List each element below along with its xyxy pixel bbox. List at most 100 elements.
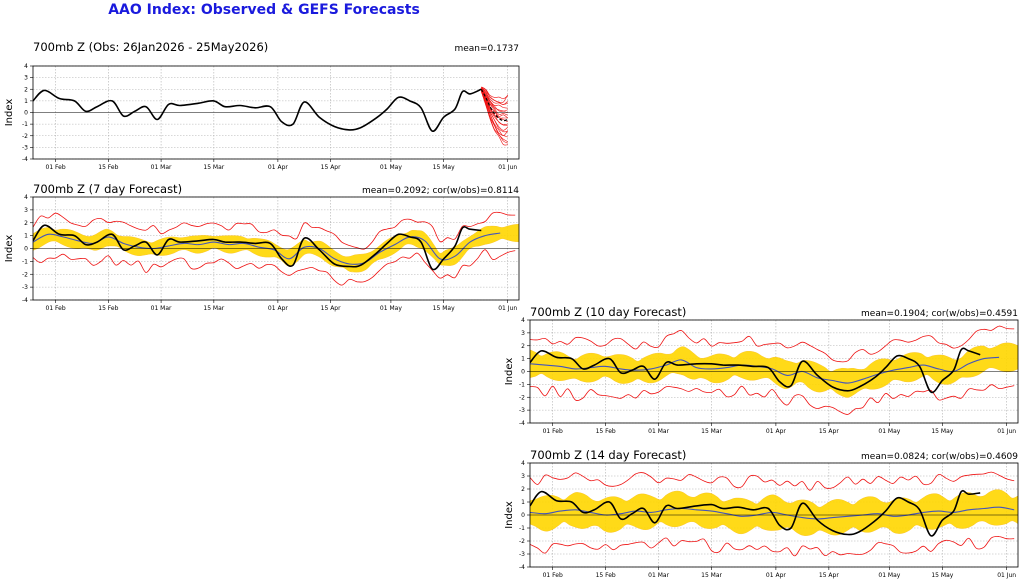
y-axis-label: Index xyxy=(504,358,515,386)
x-tick-label: 01 Jun xyxy=(997,428,1016,435)
panel-stat: mean=0.0824; cor(w/obs)=0.4609 xyxy=(861,452,1018,462)
x-tick-label: 15 Mar xyxy=(203,164,224,171)
y-tick-label: 0 xyxy=(24,246,28,253)
x-tick-label: 15 Feb xyxy=(98,164,118,171)
panel-7-day-forecast: 700mb Z (7 day Forecast) mean=0.2092; cor… xyxy=(4,182,520,312)
x-tick-label: 01 Apr xyxy=(766,428,786,435)
y-tick-label: 1 xyxy=(521,356,525,363)
y-tick-label: -1 xyxy=(22,258,28,265)
y-tick-label: 1 xyxy=(24,98,28,105)
x-tick-label: 15 Feb xyxy=(596,428,616,435)
y-tick-label: 0 xyxy=(521,512,525,519)
y-tick-label: 1 xyxy=(521,499,525,506)
y-axis-label: Index xyxy=(504,501,515,529)
y-tick-label: -3 xyxy=(22,144,28,151)
x-tick-label: 15 Feb xyxy=(98,305,118,312)
observed-line xyxy=(530,490,981,537)
ensemble-upper-line xyxy=(33,211,516,250)
x-tick-label: 15 Feb xyxy=(596,572,616,579)
y-tick-label: -4 xyxy=(519,420,525,427)
y-tick-label: 2 xyxy=(24,220,28,227)
y-tick-label: -2 xyxy=(22,271,28,278)
x-tick-label: 01 Jun xyxy=(997,572,1016,579)
y-tick-label: 2 xyxy=(24,86,28,93)
y-tick-label: 3 xyxy=(24,207,28,214)
x-tick-label: 01 Jun xyxy=(498,164,517,171)
x-tick-label: 15 May xyxy=(433,164,455,171)
forecast-member-line xyxy=(481,87,508,112)
y-tick-label: 0 xyxy=(521,369,525,376)
x-tick-label: 01 Feb xyxy=(46,305,66,312)
y-tick-label: 3 xyxy=(24,75,28,82)
x-tick-label: 01 Jun xyxy=(498,305,517,312)
y-tick-label: 3 xyxy=(521,330,525,337)
y-tick-label: 3 xyxy=(521,473,525,480)
main-title: AAO Index: Observed & GEFS Forecasts xyxy=(108,2,420,18)
y-tick-label: -4 xyxy=(22,297,28,304)
ensemble-mean-line xyxy=(530,356,1000,384)
x-tick-label: 15 May xyxy=(931,572,953,579)
x-tick-label: 15 Apr xyxy=(321,305,341,312)
ensemble-lower-line xyxy=(33,249,516,286)
panel-title: 700mb Z (10 day Forecast) xyxy=(530,305,686,319)
y-tick-label: 4 xyxy=(521,317,525,324)
panel-stat: mean=0.1904; cor(w/obs)=0.4591 xyxy=(861,309,1018,319)
forecast-member-line xyxy=(481,90,508,136)
x-tick-label: 15 Mar xyxy=(701,572,722,579)
x-tick-label: 15 Apr xyxy=(321,164,341,171)
y-tick-label: 4 xyxy=(24,63,28,70)
y-tick-label: 4 xyxy=(521,460,525,467)
x-tick-label: 01 Apr xyxy=(268,305,288,312)
x-tick-label: 15 Mar xyxy=(203,305,224,312)
panel-10-day-forecast: 700mb Z (10 day Forecast) mean=0.1904; co… xyxy=(504,305,1019,435)
x-tick-label: 15 May xyxy=(931,428,953,435)
y-axis-label: Index xyxy=(4,99,15,127)
y-axis-label: Index xyxy=(4,235,15,263)
x-tick-label: 01 Mar xyxy=(151,164,172,171)
forecast-member-line xyxy=(481,86,508,100)
panel-title: 700mb Z (7 day Forecast) xyxy=(33,182,182,196)
x-tick-label: 01 Apr xyxy=(766,572,786,579)
ensemble-upper-line xyxy=(530,471,1015,491)
x-tick-label: 01 May xyxy=(878,572,900,579)
x-tick-label: 01 May xyxy=(380,164,402,171)
y-tick-label: -4 xyxy=(22,156,28,163)
observed-line xyxy=(33,224,482,271)
forecast-member-line xyxy=(481,88,508,119)
observed-line xyxy=(33,88,482,132)
spread-band xyxy=(33,223,519,273)
y-tick-label: 0 xyxy=(24,110,28,117)
y-tick-label: 2 xyxy=(521,343,525,350)
forecast-mean-line xyxy=(480,88,508,122)
y-tick-label: 2 xyxy=(521,486,525,493)
x-tick-label: 15 Apr xyxy=(819,572,839,579)
x-tick-label: 01 Feb xyxy=(46,164,66,171)
x-tick-label: 01 Mar xyxy=(151,305,172,312)
y-tick-label: 1 xyxy=(24,233,28,240)
y-tick-label: -2 xyxy=(519,538,525,545)
y-tick-label: -3 xyxy=(519,407,525,414)
x-tick-label: 01 Mar xyxy=(648,572,669,579)
x-tick-label: 01 Feb xyxy=(543,572,563,579)
ensemble-upper-line xyxy=(530,325,1015,363)
panel-observed: 700mb Z (Obs: 26Jan2026 - 25May2026) mean… xyxy=(4,40,520,171)
y-tick-label: -1 xyxy=(519,525,525,532)
y-tick-label: -2 xyxy=(519,394,525,401)
forecast-member-line xyxy=(481,89,508,125)
x-tick-label: 15 Apr xyxy=(819,428,839,435)
y-tick-label: -3 xyxy=(519,551,525,558)
y-tick-label: 4 xyxy=(24,194,28,201)
y-tick-label: -4 xyxy=(519,564,525,571)
y-tick-label: -1 xyxy=(519,381,525,388)
y-tick-label: -1 xyxy=(22,121,28,128)
panel-stat: mean=0.1737 xyxy=(454,44,519,54)
plot-area xyxy=(530,325,1018,415)
x-tick-label: 01 Mar xyxy=(648,428,669,435)
panel-title: 700mb Z (14 day Forecast) xyxy=(530,448,686,462)
x-tick-label: 01 Apr xyxy=(268,164,288,171)
x-tick-label: 01 May xyxy=(878,428,900,435)
x-tick-label: 15 Mar xyxy=(701,428,722,435)
x-tick-label: 01 Feb xyxy=(543,428,563,435)
x-tick-label: 01 May xyxy=(380,305,402,312)
panel-stat: mean=0.2092; cor(w/obs)=0.8114 xyxy=(362,186,519,196)
